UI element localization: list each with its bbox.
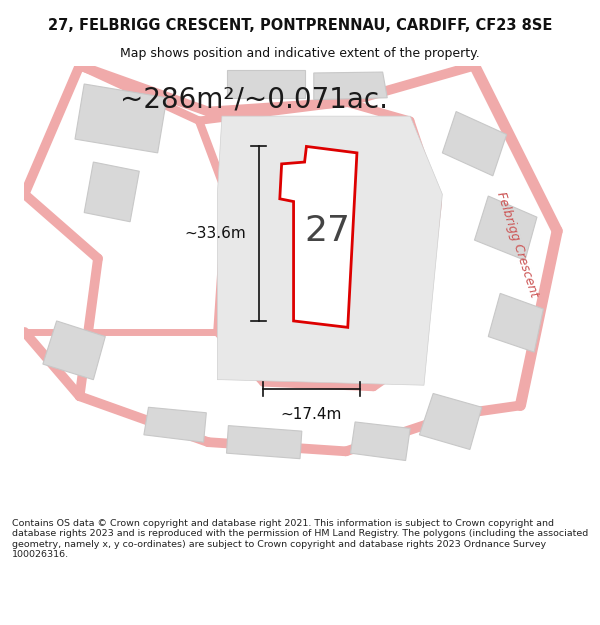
Text: 27, FELBRIGG CRESCENT, PONTPRENNAU, CARDIFF, CF23 8SE: 27, FELBRIGG CRESCENT, PONTPRENNAU, CARD… bbox=[48, 18, 552, 32]
Text: ~33.6m: ~33.6m bbox=[184, 226, 246, 241]
Polygon shape bbox=[227, 70, 305, 98]
Polygon shape bbox=[442, 111, 506, 176]
Polygon shape bbox=[43, 321, 106, 380]
Polygon shape bbox=[217, 116, 442, 385]
Text: ~17.4m: ~17.4m bbox=[281, 408, 342, 422]
Polygon shape bbox=[488, 293, 544, 352]
Text: Map shows position and indicative extent of the property.: Map shows position and indicative extent… bbox=[120, 47, 480, 60]
Polygon shape bbox=[227, 426, 302, 459]
Polygon shape bbox=[350, 422, 410, 461]
Polygon shape bbox=[475, 196, 537, 261]
Polygon shape bbox=[75, 84, 167, 153]
Text: 27: 27 bbox=[305, 214, 350, 248]
Text: ~286m²/~0.071ac.: ~286m²/~0.071ac. bbox=[120, 86, 388, 114]
Polygon shape bbox=[144, 408, 206, 442]
Text: Contains OS data © Crown copyright and database right 2021. This information is : Contains OS data © Crown copyright and d… bbox=[12, 519, 588, 559]
Polygon shape bbox=[84, 162, 139, 222]
Polygon shape bbox=[314, 72, 387, 99]
Polygon shape bbox=[419, 394, 482, 449]
Polygon shape bbox=[280, 146, 357, 328]
Text: Felbrigg Crescent: Felbrigg Crescent bbox=[494, 190, 541, 299]
